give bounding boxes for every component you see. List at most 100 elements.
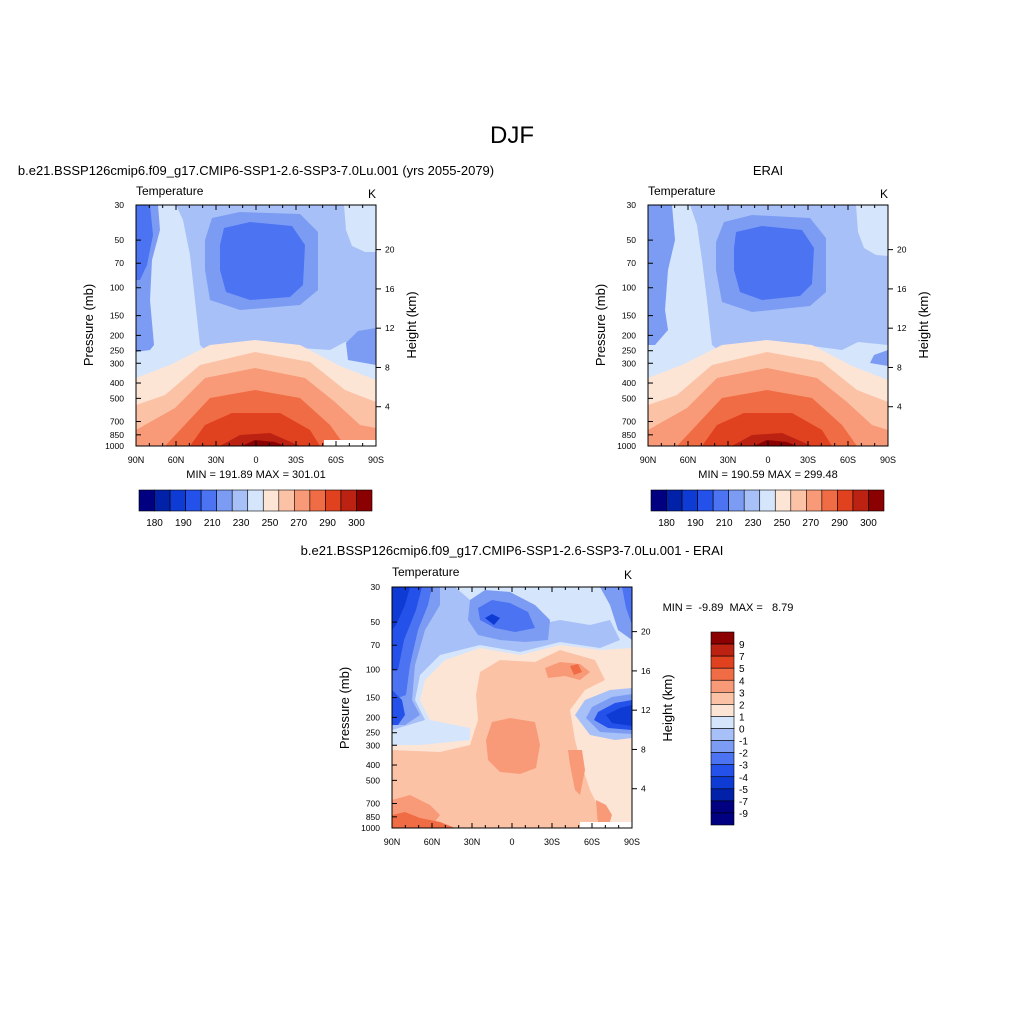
colorbar-label: -5 (739, 785, 748, 796)
y-tick-label: 400 (622, 378, 636, 388)
contour-level (242, 440, 285, 446)
x-tick-label: 60N (168, 455, 185, 465)
y-tick-label: 850 (110, 430, 124, 440)
stats-label: MIN = 191.89 MAX = 301.01 (186, 469, 325, 481)
y-tick-label: 300 (110, 358, 124, 368)
colorbar-swatch (710, 800, 735, 814)
variable-label: Temperature (392, 565, 460, 579)
y-tick-label: 50 (371, 617, 381, 627)
panel-model: b.e21.BSSP126cmip6.f09_g17.CMIP6-SSP1-2.… (18, 163, 494, 529)
colorbar-swatch (169, 489, 186, 512)
contour-level (702, 413, 832, 446)
y-tick-label: 1000 (105, 441, 124, 451)
y-tick-label: 70 (371, 640, 381, 650)
contour-level (220, 433, 300, 446)
colorbar-label: 270 (290, 518, 307, 529)
colorbar-swatch (216, 489, 233, 512)
colorbar-swatch (262, 489, 280, 512)
y-tick-label: 70 (627, 258, 637, 268)
colorbar-label: 270 (802, 518, 819, 529)
colorbar-label: 210 (204, 518, 221, 529)
colorbar-swatch (710, 655, 735, 669)
colorbar-label: 300 (860, 518, 877, 529)
y-tick-label: 200 (110, 330, 124, 340)
missing-data-mask (324, 440, 376, 446)
y-tick-label: 50 (115, 235, 125, 245)
y-tick-label: 400 (366, 760, 380, 770)
contour-level (596, 800, 612, 828)
y-tick-label: 500 (622, 393, 636, 403)
contour-level (870, 350, 888, 366)
colorbar-label: -3 (739, 761, 748, 772)
x-tick-label: 60N (680, 455, 697, 465)
colorbar-swatch (710, 812, 735, 826)
colorbar-swatch (231, 489, 249, 512)
colorbar-swatch (200, 489, 217, 512)
y2-tick-label: 20 (897, 245, 907, 255)
y2-tick-label: 4 (641, 784, 646, 794)
y-axis-label: Pressure (mb) (81, 284, 96, 366)
x-tick-label: 30S (800, 455, 816, 465)
y-tick-label: 250 (622, 346, 636, 356)
units-label: K (624, 568, 632, 582)
y-tick-label: 30 (371, 582, 381, 592)
colorbar-label: 230 (233, 518, 250, 529)
colorbar-swatch (710, 704, 735, 717)
contour-level (648, 205, 675, 345)
colorbar-label: 250 (262, 518, 279, 529)
missing-data-mask (580, 822, 632, 828)
x-tick-label: 90N (384, 837, 401, 847)
y2-tick-label: 8 (385, 362, 390, 372)
y-tick-label: 150 (366, 693, 380, 703)
y-tick-label: 850 (366, 812, 380, 822)
colorbar-label: 230 (745, 518, 762, 529)
y-tick-label: 250 (110, 346, 124, 356)
panel-difference: b.e21.BSSP126cmip6.f09_g17.CMIP6-SSP1-2.… (301, 543, 794, 847)
contour-level (220, 222, 305, 300)
colorbar-swatch (710, 692, 735, 705)
y2-tick-label: 12 (385, 323, 395, 333)
colorbar-swatch (340, 489, 357, 512)
x-tick-label: 90S (624, 837, 640, 847)
colorbar-swatch (710, 667, 735, 681)
contour-field (392, 587, 632, 828)
colorbar-swatch (806, 489, 823, 512)
colorbar-label: 4 (739, 676, 745, 687)
stats-label: MIN = 190.59 MAX = 299.48 (698, 469, 837, 481)
colorbar-label: 3 (739, 688, 745, 699)
colorbar-label: 290 (831, 518, 848, 529)
colorbar-swatch (710, 716, 735, 729)
figure-title: DJF (490, 122, 534, 149)
y2-tick-label: 20 (385, 245, 395, 255)
y-tick-label: 100 (110, 283, 124, 293)
y-tick-label: 50 (627, 235, 637, 245)
colorbar-label: 0 (739, 725, 745, 736)
y-tick-label: 100 (622, 283, 636, 293)
contour-level (486, 718, 540, 774)
y2-tick-label: 12 (897, 323, 907, 333)
x-tick-label: 60S (840, 455, 856, 465)
colorbar-swatch (681, 489, 698, 512)
x-tick-label: 30S (544, 837, 560, 847)
colorbar-label: 210 (716, 518, 733, 529)
y-tick-label: 400 (110, 378, 124, 388)
colorbar-label: 1 (739, 712, 745, 723)
contour-level (344, 205, 376, 252)
colorbar-swatch (710, 764, 735, 778)
x-tick-label: 60N (424, 837, 441, 847)
colorbar-swatch (650, 489, 667, 512)
contour-level (392, 587, 620, 730)
x-tick-label: 0 (509, 837, 514, 847)
colorbar-label: -4 (739, 773, 748, 784)
colorbar-label: 190 (175, 518, 192, 529)
contour-level (856, 205, 888, 256)
colorbar-swatch (710, 643, 735, 657)
x-tick-label: 60S (328, 455, 344, 465)
contour-level (568, 750, 585, 795)
panel-erai: ERAI Temperature K Pressure (mb) Height … (593, 163, 931, 529)
colorbar-swatch (710, 776, 735, 790)
contour-level (346, 328, 376, 365)
y-axis-label: Pressure (mb) (593, 284, 608, 366)
y2-tick-label: 16 (385, 284, 395, 294)
colorbar-label: -9 (739, 809, 748, 820)
